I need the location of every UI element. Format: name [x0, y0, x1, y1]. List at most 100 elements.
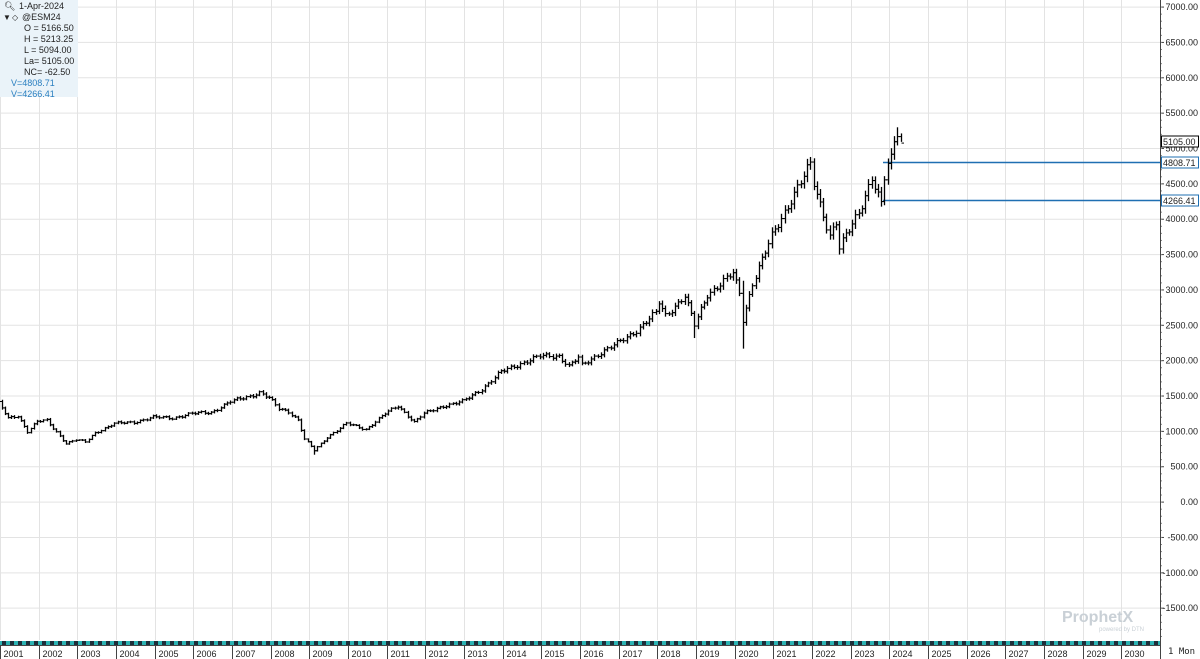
x-tick-label: 2004: [120, 649, 140, 659]
hline-label-inner: [1162, 195, 1198, 206]
y-tick-label: 4000.00: [1165, 214, 1198, 224]
time-band-dash: [162, 641, 166, 645]
time-band-dash: [1090, 641, 1094, 645]
time-band-dash: [706, 641, 710, 645]
time-band-dash: [970, 641, 974, 645]
time-band-dash: [466, 641, 470, 645]
x-tick-label: 2028: [1048, 649, 1068, 659]
time-band-dash: [402, 641, 406, 645]
y-tick-label: 5500.00: [1165, 108, 1198, 118]
x-tick-label: 2027: [1009, 649, 1029, 659]
time-band-dash: [322, 641, 326, 645]
last-price-label: 5105.00: [1163, 137, 1196, 147]
time-band-dash: [106, 641, 110, 645]
time-band-dash: [370, 641, 374, 645]
time-band-dash: [1010, 641, 1014, 645]
time-band-dash: [434, 641, 438, 645]
time-band-dash: [386, 641, 390, 645]
x-tick-label: 2010: [352, 649, 372, 659]
time-band-dash: [570, 641, 574, 645]
time-band-dash: [226, 641, 230, 645]
time-band-dash: [714, 641, 718, 645]
time-band-dash: [514, 641, 518, 645]
time-band-dash: [202, 641, 206, 645]
time-band-dash: [986, 641, 990, 645]
time-band-dash: [1050, 641, 1054, 645]
time-band-dash: [738, 641, 742, 645]
y-tick-label: 4500.00: [1165, 179, 1198, 189]
time-band-dash: [682, 641, 686, 645]
time-band-dash: [578, 641, 582, 645]
time-band-dash: [130, 641, 134, 645]
time-band-dash: [50, 641, 54, 645]
time-band-dash: [794, 641, 798, 645]
time-band-dash: [698, 641, 702, 645]
time-band-dash: [1138, 641, 1142, 645]
last-price-inner: [1162, 136, 1198, 147]
time-band-dash: [482, 641, 486, 645]
time-band-dash: [354, 641, 358, 645]
time-band-dash: [978, 641, 982, 645]
time-band-dash: [186, 641, 190, 645]
x-tick-label: 2017: [623, 649, 643, 659]
time-band-dash: [906, 641, 910, 645]
time-band-dash: [1098, 641, 1102, 645]
time-band-dash: [298, 641, 302, 645]
y-tick-label: 7000.00: [1165, 2, 1198, 12]
time-band-dash: [962, 641, 966, 645]
x-tick-label: 2001: [4, 649, 24, 659]
time-band-dash: [290, 641, 294, 645]
hline1-value: V=4808.71: [11, 78, 55, 88]
x-tick-label: 2014: [507, 649, 527, 659]
ohlc-bars: [0, 127, 904, 455]
time-band-dash: [66, 641, 70, 645]
hline-label: 4808.71: [1163, 158, 1196, 168]
time-band-dash: [866, 641, 870, 645]
y-tick-label: -1000.00: [1162, 568, 1198, 578]
time-band-dash: [954, 641, 958, 645]
time-band-dash: [522, 641, 526, 645]
time-band-dash: [154, 641, 158, 645]
time-band-dash: [594, 641, 598, 645]
net-change-value: NC= -62.50: [24, 67, 71, 77]
x-tick-label: 2013: [468, 649, 488, 659]
time-band-dash: [210, 641, 214, 645]
time-band-dash: [874, 641, 878, 645]
x-tick-label: 2023: [855, 649, 875, 659]
time-band-dash: [266, 641, 270, 645]
time-band-dash: [58, 641, 62, 645]
watermark-subtitle: powered by DTN: [1099, 627, 1145, 633]
search-icon[interactable]: 🔍︎: [4, 1, 16, 11]
time-band-dash: [498, 641, 502, 645]
y-tick-label: -500.00: [1167, 532, 1198, 542]
time-band-dash: [642, 641, 646, 645]
y-tick-label: 1500.00: [1165, 391, 1198, 401]
time-band-dash: [1114, 641, 1118, 645]
time-band-dash: [818, 641, 822, 645]
x-tick-label: 2015: [545, 649, 565, 659]
time-band-dash: [610, 641, 614, 645]
time-band-dash: [554, 641, 558, 645]
x-tick-label: 2020: [739, 649, 759, 659]
x-tick-label: 2007: [236, 649, 256, 659]
time-band-dash: [362, 641, 366, 645]
time-band-dash: [1002, 641, 1006, 645]
time-band-dash: [530, 641, 534, 645]
time-band-dash: [306, 641, 310, 645]
open-value: O = 5166.50: [24, 23, 74, 33]
time-band-dash: [690, 641, 694, 645]
y-tick-label: 6500.00: [1165, 37, 1198, 47]
collapse-triangle-icon[interactable]: ▼: [3, 13, 11, 22]
last-value: La= 5105.00: [24, 56, 75, 66]
x-tick-label: 2016: [584, 649, 604, 659]
time-band-dash: [42, 641, 46, 645]
time-band-dash: [250, 641, 254, 645]
x-tick-label: 2009: [313, 649, 333, 659]
time-band-dash: [1082, 641, 1086, 645]
chart-date: 1-Apr-2024: [19, 1, 65, 11]
time-band-dash: [546, 641, 550, 645]
x-tick-label: 2029: [1087, 649, 1107, 659]
time-band-dash: [778, 641, 782, 645]
time-band-dash: [2, 641, 6, 645]
